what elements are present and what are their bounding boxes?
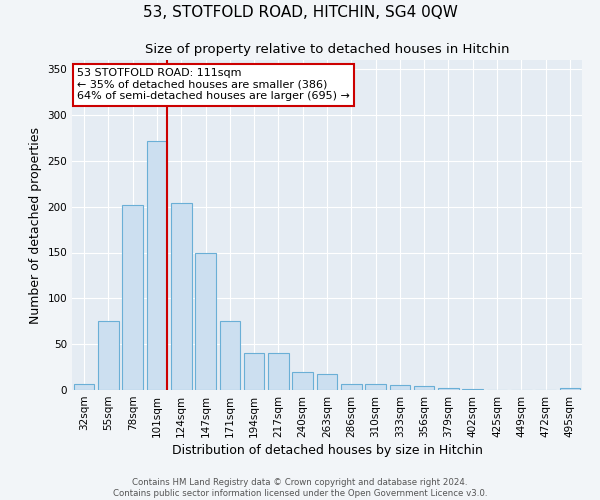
- Text: Contains HM Land Registry data © Crown copyright and database right 2024.
Contai: Contains HM Land Registry data © Crown c…: [113, 478, 487, 498]
- Bar: [98, 322, 119, 390]
- Bar: [560, 388, 580, 390]
- Bar: [365, 384, 386, 390]
- Bar: [463, 389, 483, 390]
- Bar: [244, 354, 265, 390]
- Bar: [414, 386, 434, 390]
- Bar: [146, 140, 167, 390]
- Bar: [74, 384, 94, 390]
- Bar: [389, 386, 410, 390]
- Bar: [195, 252, 216, 390]
- Bar: [341, 384, 362, 390]
- X-axis label: Distribution of detached houses by size in Hitchin: Distribution of detached houses by size …: [172, 444, 482, 457]
- Bar: [268, 354, 289, 390]
- Text: 53, STOTFOLD ROAD, HITCHIN, SG4 0QW: 53, STOTFOLD ROAD, HITCHIN, SG4 0QW: [143, 5, 457, 20]
- Text: 53 STOTFOLD ROAD: 111sqm
← 35% of detached houses are smaller (386)
64% of semi-: 53 STOTFOLD ROAD: 111sqm ← 35% of detach…: [77, 68, 350, 102]
- Bar: [122, 205, 143, 390]
- Y-axis label: Number of detached properties: Number of detached properties: [29, 126, 42, 324]
- Title: Size of property relative to detached houses in Hitchin: Size of property relative to detached ho…: [145, 43, 509, 56]
- Bar: [438, 388, 459, 390]
- Bar: [292, 372, 313, 390]
- Bar: [220, 322, 240, 390]
- Bar: [317, 374, 337, 390]
- Bar: [171, 203, 191, 390]
